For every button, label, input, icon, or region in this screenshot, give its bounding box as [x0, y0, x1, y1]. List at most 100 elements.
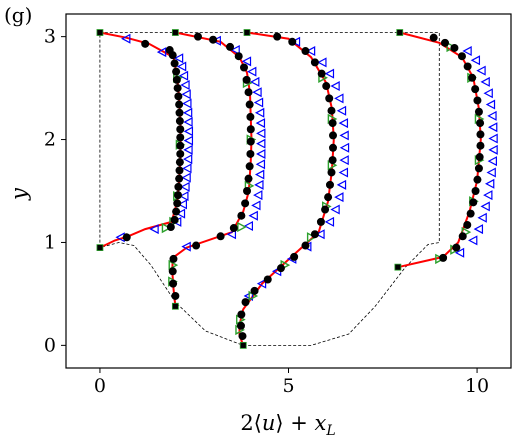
profile-3-blue-marker-17	[334, 93, 344, 104]
profile-2-circle-marker-2	[169, 279, 178, 288]
profile-1-endpoint-1	[96, 244, 104, 251]
profile-1-blue-marker-2	[149, 224, 159, 235]
profile-3-circle-marker-17	[329, 143, 337, 152]
profile-2-blue-marker-18	[247, 66, 257, 77]
y-tick-label-3: 3	[44, 26, 56, 48]
profile-1-circle-marker-9	[175, 166, 184, 175]
profile-4-circle-marker-6	[469, 198, 478, 207]
profile-3-circle-marker-3	[237, 310, 246, 319]
profile-2-endpoint-1	[171, 302, 179, 310]
profile-4-circle-marker-22	[429, 33, 438, 42]
profile-2-blue-marker-7	[254, 179, 264, 190]
profile-1-circle-marker-5	[173, 199, 182, 208]
profile-3-blue-marker-22	[290, 36, 301, 47]
profile-1-blue-marker-19	[178, 70, 189, 81]
profile-1-blue-marker-9	[182, 163, 192, 174]
profile-3-circle-marker-26	[288, 37, 297, 46]
profile-4-blue-marker-1	[454, 247, 465, 258]
profile-2-circle-marker-7	[229, 224, 238, 233]
profile-4-circle-marker-15	[473, 96, 482, 105]
profile-3-circle-marker-14	[325, 180, 334, 189]
plot-area	[96, 29, 498, 349]
profile-4-circle-marker-10	[475, 153, 484, 162]
profile-3-circle-marker-6	[263, 275, 272, 284]
profile-1-blue-marker-18	[180, 80, 190, 91]
profile-2-blue-marker-10	[256, 148, 266, 159]
profile-4-blue-marker-13	[487, 110, 497, 121]
profile-4-blue-marker-14	[485, 99, 496, 110]
profile-2-circle-marker-9	[241, 199, 250, 208]
profile-3-circle-marker-9	[301, 241, 310, 250]
profile-2-endpoint-2	[171, 29, 179, 36]
profile-2-green-marker-3	[237, 221, 247, 233]
profile-4-blue-marker-17	[476, 65, 486, 76]
profile-3-blue-marker-7	[324, 216, 335, 227]
profile-1-circle-marker-11	[176, 149, 185, 158]
profile-1-blue-marker-7	[180, 181, 190, 192]
profile-2-blue-marker-16	[252, 87, 262, 98]
profile-3-blue-marker-19	[324, 68, 335, 79]
profile-3-circle-marker-22	[322, 82, 331, 91]
profile-4-blue-marker-2	[468, 235, 478, 246]
profile-4-circle-marker-13	[476, 119, 485, 128]
profile-1-circle-marker-16	[175, 108, 184, 117]
axes: 0 5 10 0 1 2 3	[44, 13, 512, 397]
profile-2-blue-marker-20	[230, 45, 240, 56]
profile-3-circle-marker-10	[310, 230, 319, 239]
y-axis-label: y	[7, 187, 31, 201]
profile-1-circle-marker-19	[173, 84, 182, 93]
profile-3-circle-marker-13	[324, 193, 333, 202]
profile-4-blue-marker-5	[480, 201, 490, 212]
profile-3-endpoint-1	[239, 341, 247, 349]
profile-1-green-marker-1	[161, 222, 172, 234]
profile-1-blue-marker-21	[173, 53, 184, 64]
profile-3-circle-marker-5	[250, 286, 259, 295]
profile-4-circle-marker-5	[466, 209, 475, 218]
profile-3-circle-marker-20	[327, 106, 336, 115]
profile-2-circle-marker-18	[244, 88, 253, 97]
profile-3-circle-marker-1	[238, 332, 247, 341]
profile-1-circle-marker-4	[172, 207, 181, 216]
profile-4-circle-marker-4	[463, 220, 472, 229]
profile-1-circle-marker-8	[175, 174, 184, 183]
y-tick-label-2: 2	[44, 129, 56, 151]
profile-3-circle-marker-11	[316, 217, 325, 226]
profile-3-circle-marker-7	[276, 264, 285, 273]
profile-3-circle-marker-21	[325, 94, 334, 103]
profile-1-circle-marker-20	[172, 75, 181, 84]
profile-4-endpoint-1	[394, 263, 402, 271]
profile-1-endpoint-2	[96, 29, 104, 36]
profile-2-blue-marker-9	[255, 159, 266, 170]
profile-2-blue-marker-6	[253, 190, 263, 201]
profile-3-blue-marker-10	[336, 179, 347, 190]
x-tick-label-10: 10	[465, 375, 489, 397]
profile-1-circle-marker-18	[174, 92, 183, 101]
profile-2-blue-marker-13	[255, 118, 266, 129]
profile-4-circle-marker-8	[473, 175, 482, 184]
profile-3-circle-marker-19	[328, 119, 337, 128]
profile-1-circle-marker-3	[170, 215, 179, 224]
profile-3-endpoint-2	[243, 29, 251, 36]
profile-3-circle-marker-12	[321, 205, 330, 214]
profile-1-circle-marker-21	[172, 67, 181, 76]
profile-2-blue-marker-4	[248, 210, 258, 221]
profile-4-circle-marker-12	[476, 130, 485, 139]
profile-1-circle-marker-6	[174, 191, 183, 200]
profile-2-circle-marker-3	[168, 267, 177, 276]
profile-3-blue-marker-15	[338, 118, 349, 129]
profile-2-circle-marker-13	[246, 149, 255, 158]
profile-2-circle-marker-15	[246, 125, 255, 134]
profile-3-blue-marker-9	[334, 192, 344, 203]
profile-1-circle-marker-12	[176, 141, 185, 150]
profile-2-circle-marker-16	[246, 112, 255, 121]
profile-3-blue-marker-11	[338, 167, 349, 178]
profile-3-blue-marker-18	[330, 81, 340, 92]
profile-2-blue-marker-1	[181, 241, 191, 252]
profile-1-circle-marker-17	[175, 100, 184, 109]
profile-2-circle-marker-4	[169, 254, 178, 263]
profile-1-blue-marker-16	[182, 98, 192, 109]
profile-4-blue-marker-6	[483, 190, 493, 201]
profile-3-circle-marker-4	[241, 298, 250, 307]
profile-4-circle-marker-21	[441, 38, 450, 47]
